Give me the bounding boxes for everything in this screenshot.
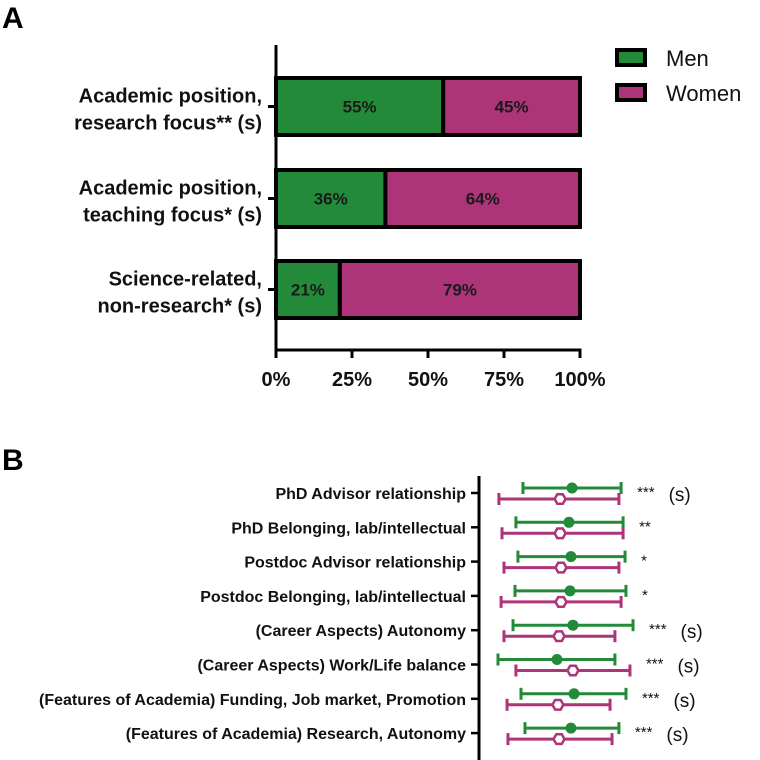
bar-segment-women — [337, 259, 582, 320]
point-marker-men — [564, 585, 576, 597]
significance-s-marker: (s) — [669, 485, 691, 506]
error-bar-women — [502, 630, 617, 643]
error-bar-men — [511, 619, 635, 632]
error-bar-men — [516, 550, 627, 563]
error-bar-men — [523, 722, 621, 735]
category-label: Postdoc Advisor relationship — [244, 555, 466, 572]
significance-stars: * — [641, 553, 647, 570]
error-bar-women — [506, 733, 614, 746]
bar-value-label: 79% — [443, 281, 477, 300]
category-label: Science-related, — [109, 269, 262, 291]
significance-stars: *** — [646, 656, 664, 673]
significance-s-marker: (s) — [673, 691, 695, 712]
x-tick-label: 100% — [554, 369, 605, 391]
point-marker-men — [567, 619, 579, 631]
bar-value-label: 55% — [343, 98, 377, 117]
bar-segment-men — [274, 76, 446, 137]
bar-value-label: 45% — [495, 98, 529, 117]
error-bar-men — [513, 584, 628, 597]
panel-b-letter: B — [2, 444, 24, 477]
category-label: research focus** (s) — [74, 113, 262, 135]
error-bar-women — [500, 527, 625, 540]
significance-stars: ** — [639, 518, 651, 535]
error-bar-men — [514, 516, 625, 529]
significance-stars: *** — [649, 621, 667, 638]
legend-swatch-women — [615, 83, 647, 102]
bar-value-label: 64% — [466, 190, 500, 209]
category-label: (Career Aspects) Work/Life balance — [197, 658, 466, 675]
point-marker-women — [554, 561, 568, 574]
bar-segment-women — [441, 76, 583, 137]
legend-swatch-men — [615, 48, 647, 67]
error-bar-women — [505, 698, 612, 711]
panel-b-error-bar-chart: PhD Advisor relationship *** (s)PhD Belong… — [39, 476, 703, 760]
bar-value-label: 21% — [291, 281, 325, 300]
x-tick-label: 0% — [262, 369, 291, 391]
error-bar-men — [519, 687, 628, 700]
point-marker-women — [553, 492, 568, 506]
error-bar-women — [499, 595, 623, 608]
point-marker-women — [553, 527, 568, 540]
legend-label-women: Women — [666, 81, 741, 106]
error-bar-men — [496, 653, 617, 666]
point-marker-men — [568, 688, 580, 700]
significance-stars: *** — [637, 484, 655, 501]
point-marker-men — [551, 654, 563, 665]
category-label: non-research* (s) — [98, 296, 263, 318]
category-label: PhD Belonging, lab/intellectual — [231, 520, 466, 537]
point-marker-women — [552, 630, 566, 643]
significance-s-marker: (s) — [677, 657, 699, 678]
x-tick-label: 25% — [332, 369, 372, 391]
bar-value-label: 36% — [314, 190, 348, 209]
point-marker-men — [563, 516, 575, 528]
panel-a-letter: A — [2, 2, 24, 35]
significance-s-marker: (s) — [666, 725, 688, 746]
significance-stars: *** — [642, 690, 660, 707]
point-marker-women — [554, 595, 568, 608]
point-marker-women — [565, 664, 580, 677]
category-label: (Features of Academia) Research, Autonom… — [126, 726, 466, 743]
point-marker-women — [552, 733, 566, 746]
category-label: Academic position, — [79, 178, 262, 200]
error-bar-women — [502, 561, 621, 574]
category-label: Academic position, — [79, 86, 262, 108]
category-label: (Features of Academia) Funding, Job mark… — [39, 692, 466, 709]
significance-stars: *** — [635, 724, 653, 741]
category-label: Postdoc Belonging, lab/intellectual — [200, 589, 466, 606]
category-label: teaching focus* (s) — [83, 205, 262, 227]
bar-segment-men — [274, 259, 342, 320]
category-label: (Career Aspects) Autonomy — [256, 623, 467, 640]
legend-label-men: Men — [666, 46, 709, 71]
legend: Men Women — [615, 46, 741, 106]
point-marker-men — [565, 551, 577, 563]
x-tick-label: 50% — [408, 369, 448, 391]
significance-s-marker: (s) — [681, 622, 703, 643]
significance-stars: * — [642, 587, 648, 604]
error-bar-men — [521, 482, 623, 494]
point-marker-men — [565, 722, 577, 734]
panel-a-bar-chart: 0% 25% 50% 75% 100% Academic position, researc… — [74, 45, 741, 391]
error-bar-women — [497, 492, 621, 506]
point-marker-men — [566, 482, 578, 494]
x-tick-label: 75% — [484, 369, 524, 391]
bar-segment-women — [383, 168, 582, 229]
category-label: PhD Advisor relationship — [275, 486, 466, 503]
point-marker-women — [550, 698, 565, 711]
error-bar-women — [514, 664, 632, 677]
